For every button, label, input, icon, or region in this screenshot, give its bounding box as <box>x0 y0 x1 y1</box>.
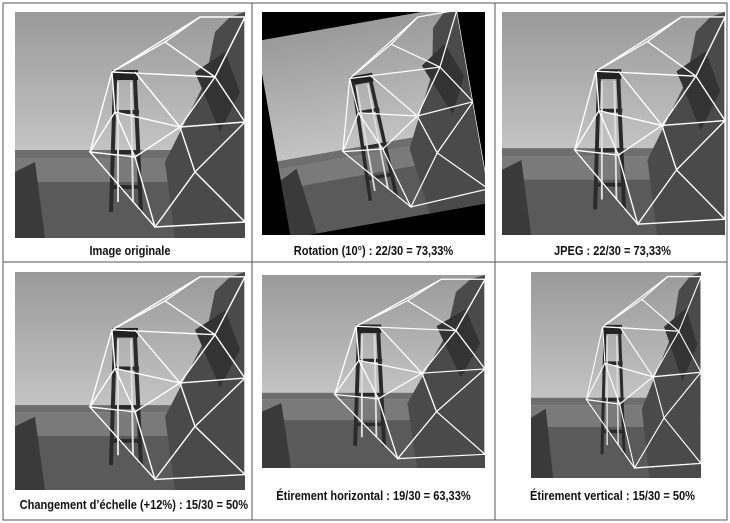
image-stretch-v <box>531 272 701 478</box>
caption: Étirement vertical : 15/30 = 50% <box>530 488 695 503</box>
caption: Rotation (10°) : 22/30 = 73,33% <box>293 243 454 258</box>
image-jpeg <box>502 12 725 235</box>
image-original <box>15 12 245 238</box>
caption: Changement d’échelle (+12%) : 15/30 = 50… <box>19 497 249 512</box>
image-stretch-h <box>262 275 485 468</box>
image-scale <box>15 272 245 490</box>
image-rotation <box>262 12 485 235</box>
caption: JPEG : 22/30 = 73,33% <box>553 243 672 258</box>
caption: Image originale <box>89 243 171 258</box>
caption: Étirement horizontal : 19/30 = 63,33% <box>276 488 471 503</box>
